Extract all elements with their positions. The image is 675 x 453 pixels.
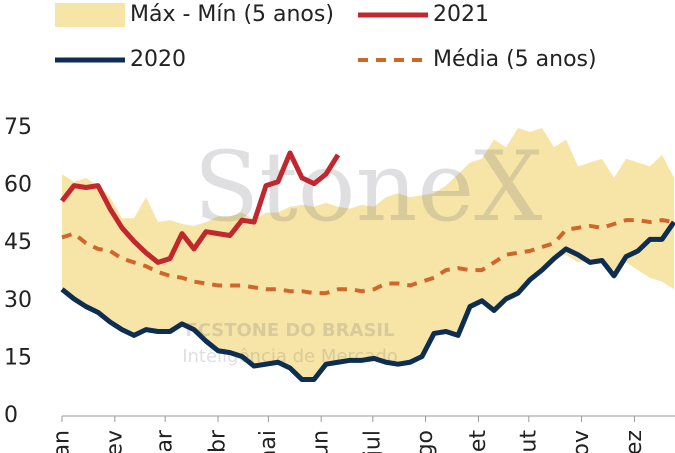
legend-label: 2021 <box>433 2 489 27</box>
y-tick-label: 30 <box>4 288 32 313</box>
watermark: StoneX FCSTONE DO BRASIL Inteligência de… <box>182 131 542 367</box>
x-tick-label: jun <box>309 430 334 453</box>
x-tick-label: dez <box>622 430 647 453</box>
legend-label: Média (5 anos) <box>433 47 597 72</box>
x-tick-label: mar <box>153 429 178 453</box>
x-tick-label: ago <box>413 430 438 453</box>
x-tick-label: abr <box>206 429 231 453</box>
legend-label: Máx - Mín (5 anos) <box>130 2 334 27</box>
x-tick-label: nov <box>569 430 594 453</box>
y-tick-label: 75 <box>4 115 32 140</box>
x-tick-label: jul <box>360 430 385 453</box>
x-tick-label: jan <box>50 430 75 453</box>
legend-label: 2020 <box>130 47 186 72</box>
series-line <box>60 220 675 383</box>
watermark-line: FCSTONE DO BRASIL <box>185 320 394 341</box>
legend: Máx - Mín (5 anos) 2021 2020 Média (5 anos) <box>55 2 597 72</box>
y-tick-label: 0 <box>4 403 18 428</box>
y-tick-label: 60 <box>4 173 32 198</box>
x-tick-label: mai <box>256 430 281 453</box>
series-line <box>61 218 675 296</box>
y-tick-label: 45 <box>4 230 32 255</box>
x-tick-label: fev <box>102 430 127 453</box>
y-tick-label: 15 <box>4 345 32 370</box>
series-line <box>60 150 341 265</box>
x-tick-label: set <box>466 430 491 453</box>
watermark-brand: StoneX <box>193 131 542 243</box>
legend-swatch <box>55 3 125 27</box>
x-tick-label: out <box>516 430 541 453</box>
range-band <box>62 128 674 380</box>
